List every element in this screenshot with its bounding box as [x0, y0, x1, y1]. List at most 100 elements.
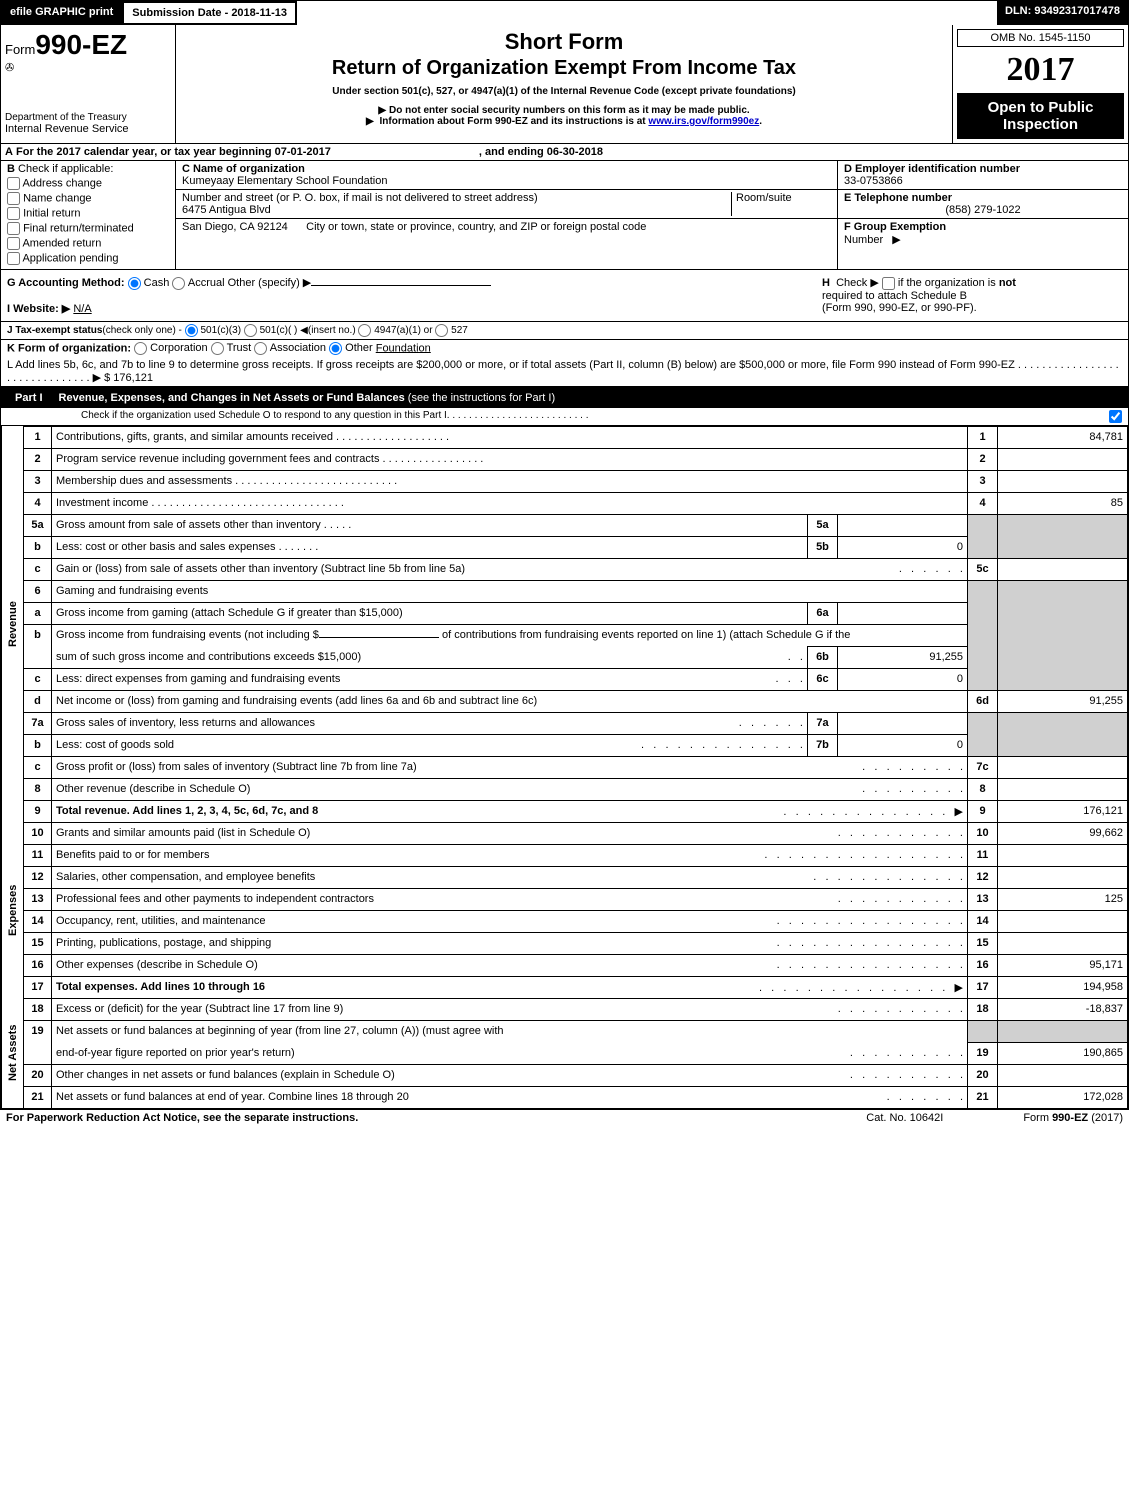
l6c-num: c [24, 668, 52, 690]
c-org-name: Kumeyaay Elementary School Foundation [182, 175, 831, 187]
l6b-num: b [24, 624, 52, 646]
l6-pshade [968, 580, 998, 602]
cb-amended-return[interactable]: Amended return [7, 237, 169, 250]
b-title: Check if applicable: [18, 163, 113, 175]
h-text2: if the organization is [898, 277, 996, 289]
j-4947[interactable]: 4947(a)(1) or [358, 325, 432, 336]
cb-address-change[interactable]: Address change [7, 177, 169, 190]
j-501c[interactable]: 501(c)( ) [244, 325, 298, 336]
section-a-h: A For the 2017 calendar year, or tax yea… [1, 144, 1128, 388]
l8-desc: Other revenue (describe in Schedule O) .… [52, 778, 968, 800]
l6a-desc: Gross income from gaming (attach Schedul… [52, 602, 808, 624]
l17-num: 17 [24, 976, 52, 998]
g-accrual[interactable]: Accrual [172, 277, 224, 289]
l21-num: 21 [24, 1086, 52, 1108]
l15-val [998, 932, 1128, 954]
j-501c3[interactable]: 501(c)(3) [185, 325, 241, 336]
l5c-desc: Gain or (loss) from sale of assets other… [52, 558, 968, 580]
l3-val [998, 470, 1128, 492]
line-12: 12 Salaries, other compensation, and emp… [2, 866, 1128, 888]
l15-desc: Printing, publications, postage, and shi… [52, 932, 968, 954]
l6-vshade [998, 580, 1128, 602]
form-number: 990-EZ [35, 29, 127, 60]
l5a-vshade [998, 514, 1128, 536]
part1-checkbox[interactable] [1109, 410, 1122, 423]
part1-check-text: Check if the organization used Schedule … [81, 410, 447, 423]
h-label: H [822, 277, 830, 289]
l5b-pshade [968, 536, 998, 558]
k-assoc[interactable]: Association [254, 342, 326, 354]
k-other[interactable]: Other [329, 342, 373, 354]
line-6: 6 Gaming and fundraising events [2, 580, 1128, 602]
label-a: A [5, 146, 13, 158]
j-527[interactable]: 527 [435, 325, 467, 336]
d-label: D Employer identification number [844, 163, 1122, 175]
treasury-seal-icon: ✇ [5, 61, 171, 74]
tax-year: 2017 [957, 51, 1124, 89]
k-corp[interactable]: Corporation [134, 342, 208, 354]
l7b-desc: Less: cost of goods sold . . . . . . . .… [52, 734, 808, 756]
j-sub: (check only one) - [102, 325, 181, 336]
l5b-vshade [998, 536, 1128, 558]
l5c-val [998, 558, 1128, 580]
line-18: Net Assets 18 Excess or (deficit) for th… [2, 998, 1128, 1020]
l6b-desc1: Gross income from fundraising events (no… [52, 624, 968, 646]
lines-table: Revenue 1 Contributions, gifts, grants, … [1, 426, 1128, 1109]
cb-final-return[interactable]: Final return/terminated [7, 222, 169, 235]
cb-lbl-2: Initial return [23, 207, 80, 219]
l5a-sn: 5a [807, 514, 837, 536]
l3-pnum: 3 [968, 470, 998, 492]
k-row: K Form of organization: Corporation Trus… [1, 340, 1128, 357]
open-to-public: Open to Public Inspection [957, 93, 1124, 139]
l7b-pshade [968, 734, 998, 756]
cb-lbl-4: Amended return [22, 237, 101, 249]
l1-pnum: 1 [968, 426, 998, 448]
l2-pnum: 2 [968, 448, 998, 470]
l8-pnum: 8 [968, 778, 998, 800]
l14-val [998, 910, 1128, 932]
row-a: A For the 2017 calendar year, or tax yea… [1, 144, 1128, 161]
l16-num: 16 [24, 954, 52, 976]
g-other: Other (specify) ▶ [228, 277, 312, 289]
g-cash[interactable]: Cash [128, 277, 170, 289]
l18-val: -18,837 [998, 998, 1128, 1020]
cb-application-pending[interactable]: Application pending [7, 252, 169, 265]
info-link[interactable]: www.irs.gov/form990ez [648, 116, 759, 127]
efile-print-button[interactable]: efile GRAPHIC print [1, 1, 122, 25]
l-arrow: ▶ [93, 372, 101, 384]
col-b: B Check if applicable: Address change Na… [1, 161, 176, 269]
l12-pnum: 12 [968, 866, 998, 888]
line-5c: c Gain or (loss) from sale of assets oth… [2, 558, 1128, 580]
l6d-pnum: 6d [968, 690, 998, 712]
irs-label: Internal Revenue Service [5, 123, 171, 135]
col-def: D Employer identification number 33-0753… [838, 161, 1128, 269]
l21-val: 172,028 [998, 1086, 1128, 1108]
cb-name-change[interactable]: Name change [7, 192, 169, 205]
l6b-sn: 6b [807, 646, 837, 668]
l19-desc1: Net assets or fund balances at beginning… [52, 1020, 968, 1042]
l3-desc: Membership dues and assessments . . . . … [52, 470, 968, 492]
l17-val: 194,958 [998, 976, 1128, 998]
l5b-sv: 0 [837, 536, 967, 558]
l9-val: 176,121 [998, 800, 1128, 822]
cb-initial-return[interactable]: Initial return [7, 207, 169, 220]
l19a-pshade [968, 1020, 998, 1042]
l8-val [998, 778, 1128, 800]
l7a-sn: 7a [807, 712, 837, 734]
l5b-desc: Less: cost or other basis and sales expe… [52, 536, 808, 558]
line-19a: 19 Net assets or fund balances at beginn… [2, 1020, 1128, 1042]
d-ein: 33-0753866 [844, 175, 1122, 187]
l15-pnum: 15 [968, 932, 998, 954]
cb-lbl-0: Address change [22, 177, 102, 189]
l6a-vshade [998, 602, 1128, 624]
line-6a: a Gross income from gaming (attach Sched… [2, 602, 1128, 624]
l10-desc: Grants and similar amounts paid (list in… [52, 822, 968, 844]
g-section: G Accounting Method: Cash Accrual Other … [7, 276, 822, 315]
l6b2-num [24, 646, 52, 668]
l20-val [998, 1064, 1128, 1086]
k-trust[interactable]: Trust [211, 342, 252, 354]
h-checkbox[interactable] [882, 277, 895, 290]
l6c-sv: 0 [837, 668, 967, 690]
h-text4: (Form 990, 990-EZ, or 990-PF). [822, 302, 977, 314]
l13-val: 125 [998, 888, 1128, 910]
